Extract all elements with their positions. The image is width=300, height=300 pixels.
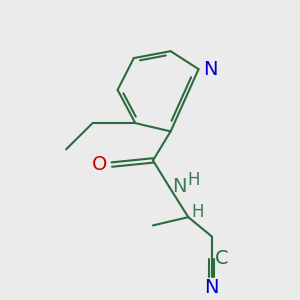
Text: N: N (205, 278, 219, 297)
Text: H: H (188, 171, 200, 189)
Text: N: N (172, 177, 187, 196)
Text: O: O (92, 155, 107, 174)
Text: C: C (215, 249, 228, 268)
Text: H: H (191, 202, 204, 220)
Text: N: N (203, 60, 218, 79)
